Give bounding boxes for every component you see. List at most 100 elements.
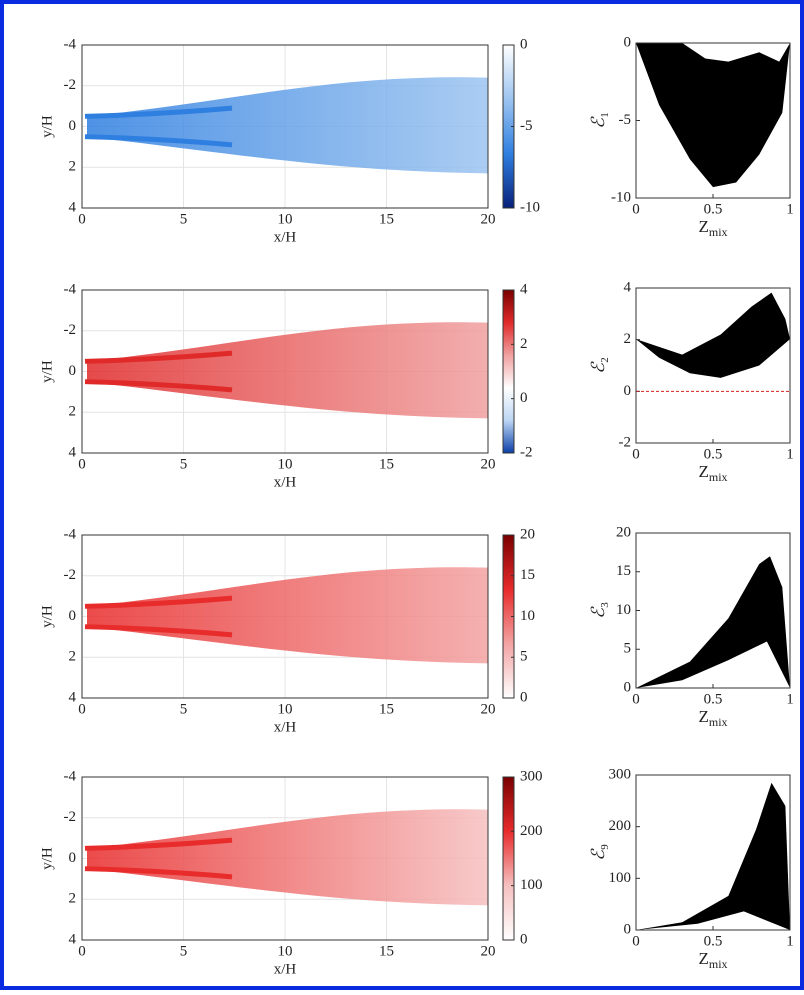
x-tick-label: 15 bbox=[379, 456, 394, 472]
y-tick-label: 2 bbox=[624, 331, 632, 347]
y-tick-label: 0 bbox=[624, 921, 632, 937]
x-label-sub: mix bbox=[709, 225, 728, 239]
x-tick-label: 20 bbox=[481, 701, 496, 717]
colorbar bbox=[502, 776, 515, 941]
x-label-main: Z bbox=[698, 462, 708, 481]
x-tick-label: 20 bbox=[481, 943, 496, 959]
x-tick-label: 10 bbox=[278, 456, 293, 472]
colorbar bbox=[502, 289, 515, 454]
y-label-sub: 1 bbox=[599, 112, 611, 118]
y-tick-label: 4 bbox=[69, 689, 77, 705]
y-tick-label: 2 bbox=[69, 649, 77, 665]
y-label-main: ℰ bbox=[588, 606, 608, 619]
x-label-sub: mix bbox=[709, 470, 728, 484]
x-tick-label: 1 bbox=[786, 691, 794, 707]
y-tick-label: 2 bbox=[69, 891, 77, 907]
point-cloud bbox=[636, 556, 790, 688]
x-tick-label: 10 bbox=[278, 211, 293, 227]
x-tick-label: 0 bbox=[632, 691, 640, 707]
colorbar-tick-label: 100 bbox=[520, 877, 543, 893]
y-tick-label: -4 bbox=[64, 36, 77, 52]
plume bbox=[87, 567, 488, 664]
y-tick-label: 100 bbox=[609, 870, 632, 886]
y-axis-label: y/H bbox=[39, 847, 55, 870]
y-tick-label: 0 bbox=[624, 383, 632, 399]
jet bbox=[84, 134, 233, 148]
colorbar-tick-label: 10 bbox=[520, 608, 535, 624]
y-tick-label: 300 bbox=[609, 766, 632, 782]
y-tick-label: 4 bbox=[69, 199, 77, 215]
colorbar-tick-label: -2 bbox=[520, 444, 533, 460]
point-cloud bbox=[636, 292, 790, 378]
x-tick-label: 1 bbox=[786, 933, 794, 949]
y-tick-label: -2 bbox=[64, 567, 77, 583]
x-label-sub: mix bbox=[709, 957, 728, 971]
x-tick-label: 15 bbox=[379, 701, 394, 717]
x-tick-label: 0 bbox=[78, 701, 86, 717]
jet bbox=[84, 105, 233, 119]
y-axis-label: ℰ3 bbox=[588, 602, 610, 619]
y-axis-label: ℰ2 bbox=[588, 357, 610, 373]
y-tick-label: 15 bbox=[616, 563, 631, 579]
x-axis-label: Zmix bbox=[698, 949, 727, 971]
y-tick-label: 2 bbox=[69, 404, 77, 420]
axes-box bbox=[635, 774, 791, 931]
y-tick-label: 10 bbox=[616, 602, 631, 618]
colorbar-tick-label: -5 bbox=[520, 118, 533, 134]
colorbar-tick-label: 4 bbox=[520, 281, 528, 297]
y-tick-label: -2 bbox=[619, 434, 632, 450]
y-tick-label: 0 bbox=[69, 850, 77, 866]
x-tick-label: 5 bbox=[180, 701, 188, 717]
y-label-main: ℰ bbox=[588, 116, 608, 129]
x-axis-label: x/H bbox=[274, 229, 297, 245]
y-tick-label: 0 bbox=[69, 608, 77, 624]
x-tick-label: 0 bbox=[78, 211, 86, 227]
y-label-main: ℰ bbox=[588, 848, 608, 861]
y-tick-label: 4 bbox=[69, 444, 77, 460]
jet bbox=[84, 379, 233, 393]
x-axis-label: Zmix bbox=[698, 707, 727, 729]
x-axis-label: x/H bbox=[274, 961, 297, 977]
x-tick-label: 15 bbox=[379, 943, 394, 959]
x-label-main: Z bbox=[698, 949, 708, 968]
colorbar-tick-label: 0 bbox=[520, 36, 528, 52]
x-tick-label: 1 bbox=[786, 201, 794, 217]
x-axis-label: Zmix bbox=[698, 217, 727, 239]
y-tick-label: 0 bbox=[624, 34, 632, 50]
y-tick-label: 0 bbox=[69, 118, 77, 134]
y-tick-label: -2 bbox=[64, 809, 77, 825]
x-tick-label: 0.5 bbox=[704, 691, 723, 707]
y-tick-label: 200 bbox=[609, 818, 632, 834]
point-cloud bbox=[636, 43, 790, 188]
x-tick-label: 0 bbox=[632, 933, 640, 949]
y-tick-label: -4 bbox=[64, 768, 77, 784]
jet bbox=[84, 837, 233, 851]
axes-box bbox=[81, 44, 489, 209]
x-tick-label: 0.5 bbox=[704, 933, 723, 949]
colorbar-tick-label: 300 bbox=[520, 768, 543, 784]
y-axis-label: y/H bbox=[39, 605, 55, 628]
jet bbox=[84, 595, 233, 609]
x-tick-label: 5 bbox=[180, 943, 188, 959]
jet bbox=[84, 350, 233, 364]
y-label-sub: 3 bbox=[599, 602, 611, 608]
colorbar-tick-label: 0 bbox=[520, 931, 528, 947]
y-tick-label: -10 bbox=[611, 189, 631, 205]
axes-box bbox=[635, 287, 791, 444]
x-tick-label: 5 bbox=[180, 211, 188, 227]
colorbar-tick-label: 200 bbox=[520, 823, 543, 839]
y-tick-label: 0 bbox=[69, 363, 77, 379]
y-tick-label: 4 bbox=[69, 931, 77, 947]
y-tick-label: 20 bbox=[616, 524, 631, 540]
y-tick-label: 2 bbox=[69, 159, 77, 175]
x-tick-label: 1 bbox=[786, 446, 794, 462]
axes-box bbox=[81, 289, 489, 454]
jet bbox=[84, 866, 233, 880]
y-axis-label: y/H bbox=[39, 360, 55, 383]
x-tick-label: 0 bbox=[78, 456, 86, 472]
plume bbox=[87, 77, 488, 174]
x-tick-label: 20 bbox=[481, 456, 496, 472]
y-tick-label: -2 bbox=[64, 77, 77, 93]
axes-box bbox=[635, 532, 791, 689]
y-tick-label: -2 bbox=[64, 322, 77, 338]
